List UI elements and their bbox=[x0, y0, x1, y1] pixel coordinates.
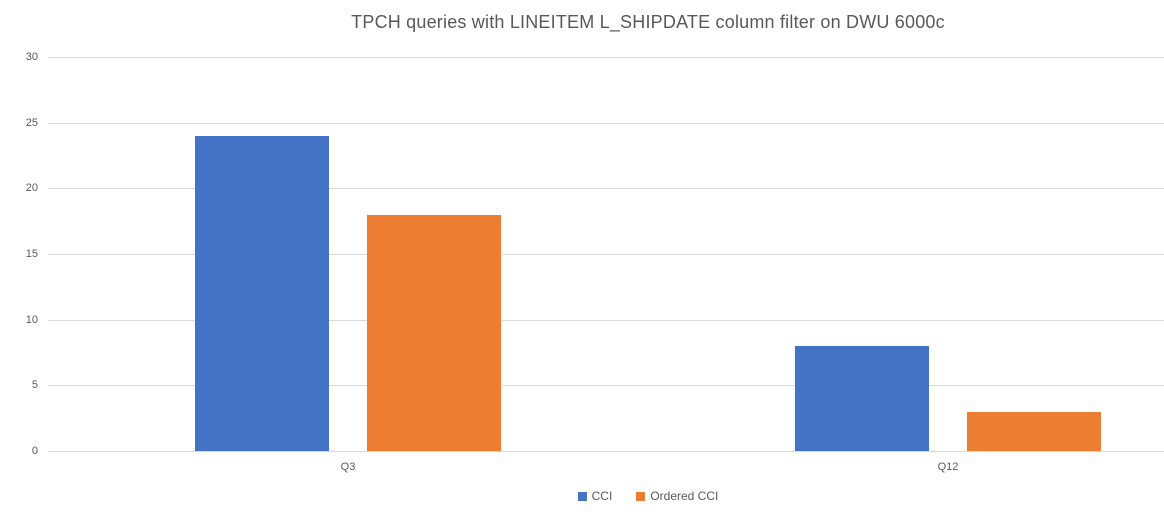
gridline bbox=[48, 188, 1164, 189]
legend-swatch-icon bbox=[577, 491, 587, 501]
y-tick-label: 20 bbox=[25, 182, 38, 194]
y-tick-label: 5 bbox=[31, 379, 38, 391]
gridline bbox=[48, 254, 1164, 255]
legend-label: CCI bbox=[591, 489, 613, 503]
y-tick-label: 0 bbox=[31, 445, 38, 457]
gridline bbox=[48, 320, 1164, 321]
y-tick-label: 10 bbox=[25, 314, 38, 326]
gridline bbox=[48, 385, 1164, 386]
legend-item-ordered-cci: Ordered CCI bbox=[636, 490, 718, 502]
legend: CCI Ordered CCI bbox=[48, 490, 1164, 502]
gridline bbox=[48, 57, 1164, 58]
bar-cci-q12 bbox=[795, 346, 929, 451]
y-tick-label: 15 bbox=[25, 248, 38, 260]
bar-ordered-cci-q12 bbox=[967, 412, 1101, 451]
bar-cci-q3 bbox=[195, 136, 329, 451]
legend-item-cci: CCI bbox=[577, 489, 613, 503]
y-tick-label: 25 bbox=[25, 117, 38, 129]
y-tick-label: 30 bbox=[25, 51, 38, 63]
gridline bbox=[48, 123, 1164, 124]
x-category-label: Q3 bbox=[340, 461, 356, 473]
chart-title: TPCH queries with LINEITEM L_SHIPDATE co… bbox=[351, 12, 945, 32]
legend-label: Ordered CCI bbox=[650, 489, 719, 503]
gridline bbox=[48, 451, 1164, 452]
legend-swatch-icon bbox=[636, 491, 646, 501]
bar-ordered-cci-q3 bbox=[367, 215, 501, 451]
x-category-label: Q12 bbox=[937, 461, 959, 473]
